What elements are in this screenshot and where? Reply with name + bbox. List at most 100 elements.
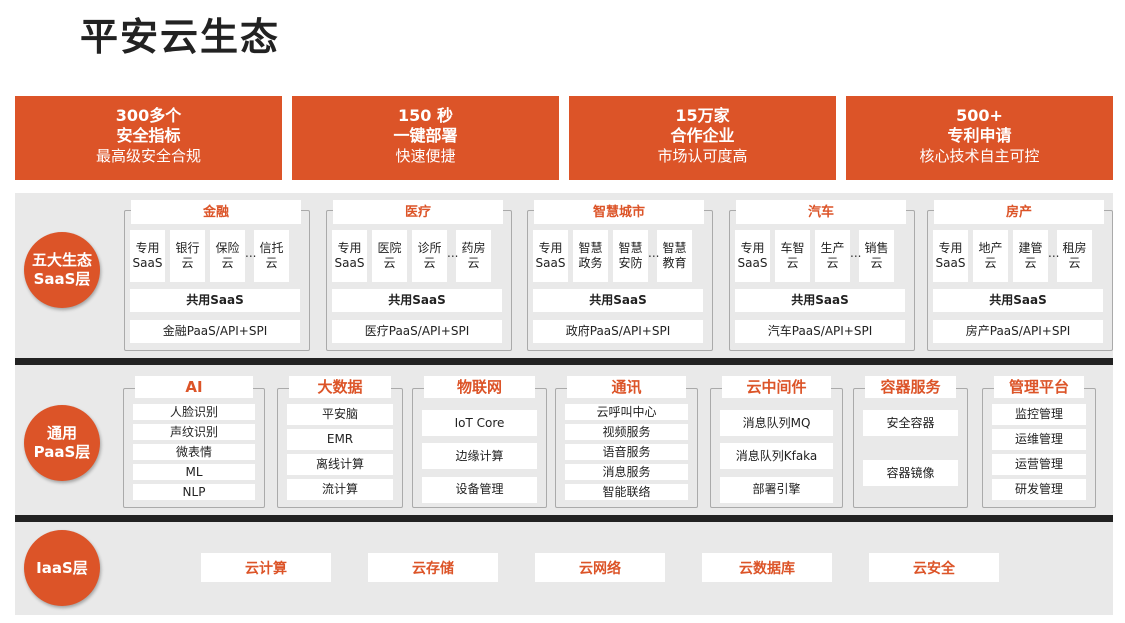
paas-layer-badge: 通用 PaaS层 (24, 405, 100, 481)
saas-item: 专用SaaS (933, 230, 968, 282)
stat-banner: 150 秒一键部署快速便捷 (292, 96, 559, 180)
paas-item: 边缘计算 (422, 443, 537, 470)
paas-item: 消息队列Kfaka (720, 443, 833, 470)
paas-item: 语音服务 (565, 444, 688, 460)
saas-item: 药房云 (456, 230, 491, 282)
saas-item: 智慧教育 (657, 230, 692, 282)
saas-item: 地产云 (973, 230, 1008, 282)
saas-item: 生产云 (815, 230, 850, 282)
industry-paas: 汽车PaaS/API+SPI (735, 320, 905, 343)
ellipsis: ... (245, 246, 257, 260)
paas-item: ML (133, 464, 255, 480)
saas-group-title: 房产 (934, 200, 1104, 224)
saas-group-title: 汽车 (736, 200, 906, 224)
paas-item: 设备管理 (422, 476, 537, 503)
layer-divider (15, 515, 1113, 522)
paas-group-frame (853, 388, 968, 508)
iaas-item: 云网络 (535, 553, 665, 582)
iaas-item: 云安全 (869, 553, 999, 582)
paas-item: 智能联络 (565, 484, 688, 500)
paas-item: 视频服务 (565, 424, 688, 440)
paas-item: 人脸识别 (133, 404, 255, 420)
industry-paas: 政府PaaS/API+SPI (533, 320, 703, 343)
industry-paas: 房产PaaS/API+SPI (933, 320, 1103, 343)
saas-item: 银行云 (170, 230, 205, 282)
banner-bold: 一键部署 (393, 126, 458, 145)
banner-big: 500+ (956, 106, 1003, 125)
saas-item: 专用SaaS (332, 230, 367, 282)
saas-item: 智慧政务 (573, 230, 608, 282)
paas-group-title: 通讯 (567, 376, 686, 398)
paas-item: 声纹识别 (133, 424, 255, 440)
banner-big: 15万家 (675, 106, 730, 125)
stat-banner: 15万家 合作企业市场认可度高 (569, 96, 836, 180)
paas-item: 运营管理 (992, 454, 1086, 475)
shared-saas: 共用SaaS (933, 289, 1103, 312)
shared-saas: 共用SaaS (332, 289, 502, 312)
banner-big: 150 秒 (398, 106, 453, 125)
saas-item: 保险云 (210, 230, 245, 282)
saas-item: 专用SaaS (130, 230, 165, 282)
paas-group-title: AI (135, 376, 253, 398)
paas-item: 消息服务 (565, 464, 688, 480)
banner-note: 快速便捷 (395, 147, 456, 165)
iaas-item: 云计算 (201, 553, 331, 582)
saas-item: 租房云 (1057, 230, 1092, 282)
banner-bold: 专利申请 (947, 126, 1012, 145)
ellipsis: ... (447, 246, 459, 260)
paas-item: NLP (133, 484, 255, 500)
saas-item: 诊所云 (412, 230, 447, 282)
paas-group-title: 容器服务 (865, 376, 956, 398)
saas-group-title: 智慧城市 (534, 200, 704, 224)
shared-saas: 共用SaaS (533, 289, 703, 312)
iaas-item: 云存储 (368, 553, 498, 582)
ellipsis: ... (850, 246, 862, 260)
paas-item: 部署引擎 (720, 476, 833, 503)
paas-item: 云呼叫中心 (565, 404, 688, 420)
shared-saas: 共用SaaS (130, 289, 300, 312)
paas-item: EMR (287, 429, 393, 450)
saas-item: 建管云 (1013, 230, 1048, 282)
shared-saas: 共用SaaS (735, 289, 905, 312)
banner-bold: 合作企业 (670, 126, 735, 145)
paas-item: 运维管理 (992, 429, 1086, 450)
paas-item: 微表情 (133, 444, 255, 460)
paas-item: 平安脑 (287, 404, 393, 425)
page-title: 平安云生态 (80, 15, 281, 59)
banner-note: 市场认可度高 (657, 147, 748, 165)
saas-item: 信托云 (254, 230, 289, 282)
saas-item: 专用SaaS (735, 230, 770, 282)
saas-item: 车智云 (775, 230, 810, 282)
industry-paas: 金融PaaS/API+SPI (130, 320, 300, 343)
saas-item: 销售云 (859, 230, 894, 282)
iaas-layer-badge: IaaS层 (24, 530, 100, 606)
banner-bold: 安全指标 (116, 126, 181, 145)
saas-item: 医院云 (372, 230, 407, 282)
paas-group-title: 物联网 (424, 376, 535, 398)
banner-note: 核心技术自主可控 (919, 147, 1040, 165)
paas-item: 消息队列MQ (720, 410, 833, 436)
paas-item: 监控管理 (992, 404, 1086, 425)
paas-group-title: 云中间件 (722, 376, 831, 398)
ellipsis: ... (648, 246, 660, 260)
paas-item: 流计算 (287, 479, 393, 500)
industry-paas: 医疗PaaS/API+SPI (332, 320, 502, 343)
paas-item: 容器镜像 (863, 460, 958, 486)
saas-group-title: 金融 (131, 200, 301, 224)
saas-item: 智慧安防 (613, 230, 648, 282)
stat-banner: 500+ 专利申请核心技术自主可控 (846, 96, 1113, 180)
paas-item: 研发管理 (992, 479, 1086, 500)
paas-item: IoT Core (422, 410, 537, 436)
saas-item: 专用SaaS (533, 230, 568, 282)
paas-group-title: 大数据 (289, 376, 391, 398)
iaas-item: 云数据库 (702, 553, 832, 582)
banner-note: 最高级安全合规 (95, 147, 201, 165)
banner-big: 300多个 (115, 106, 182, 125)
layer-divider (15, 358, 1113, 365)
paas-group-title: 管理平台 (994, 376, 1084, 398)
paas-item: 安全容器 (863, 410, 958, 436)
ellipsis: ... (1048, 246, 1060, 260)
saas-group-title: 医疗 (333, 200, 503, 224)
paas-item: 离线计算 (287, 454, 393, 475)
stat-banner: 300多个 安全指标最高级安全合规 (15, 96, 282, 180)
